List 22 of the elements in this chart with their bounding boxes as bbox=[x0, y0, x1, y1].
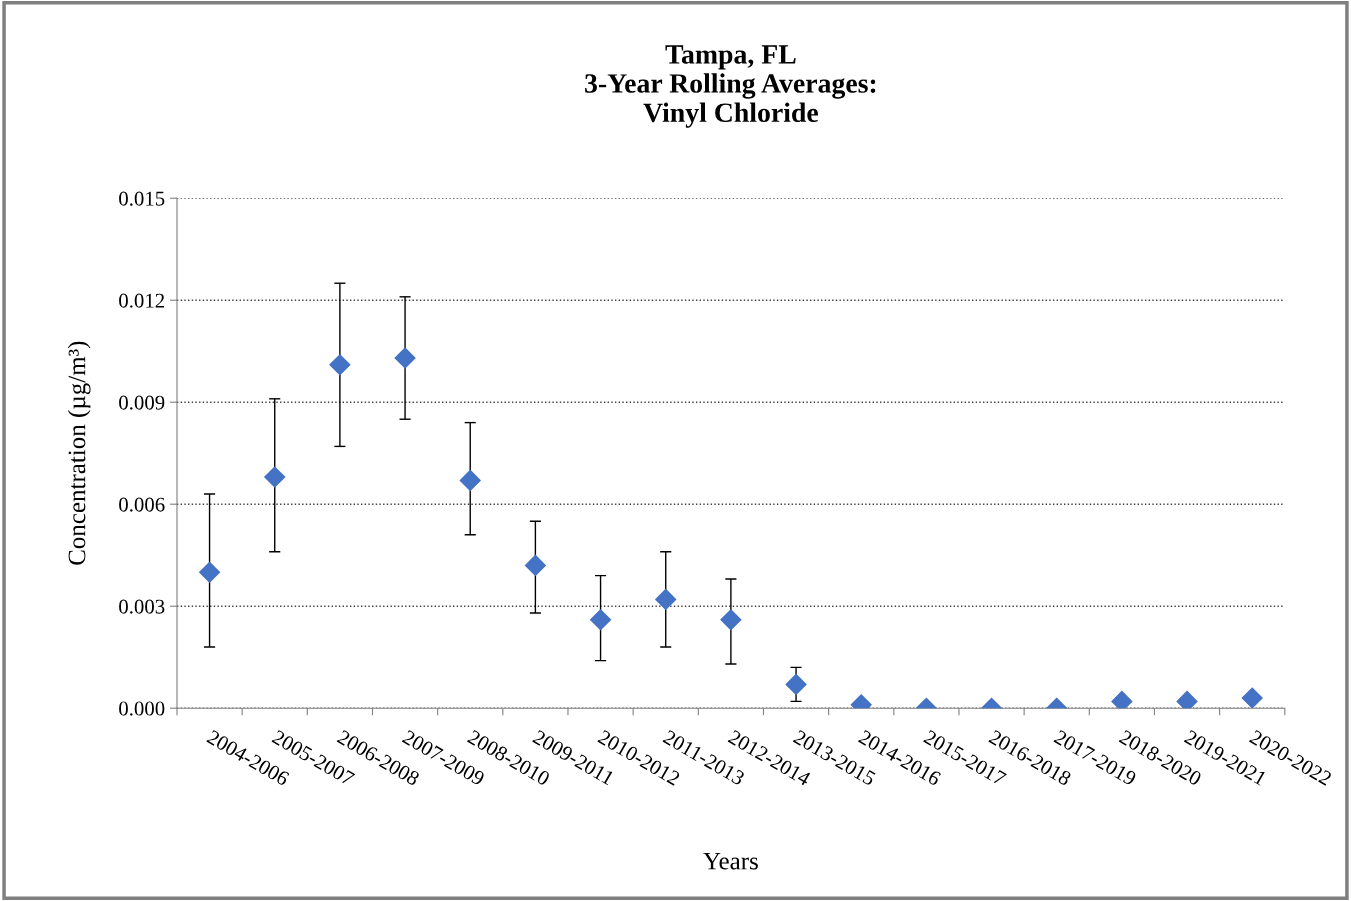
x-axis-title: Years bbox=[703, 852, 758, 870]
point bbox=[1241, 687, 1263, 709]
y-tick-label: 0.000 bbox=[119, 701, 165, 716]
point bbox=[785, 673, 807, 695]
point bbox=[1111, 690, 1133, 709]
point bbox=[655, 588, 677, 610]
y-tick-label: 0.009 bbox=[119, 395, 165, 410]
y-tick-label: 0.012 bbox=[119, 293, 165, 308]
point bbox=[524, 554, 546, 576]
point bbox=[1176, 690, 1198, 709]
y-tick-label: 0.015 bbox=[119, 191, 165, 206]
point bbox=[720, 609, 742, 631]
point bbox=[394, 347, 416, 369]
point bbox=[264, 466, 286, 488]
y-tick-label: 0.006 bbox=[119, 497, 165, 512]
chart-title: Tampa, FL 3-Year Rolling Averages: Vinyl Chloride bbox=[585, 45, 876, 128]
point bbox=[459, 469, 481, 491]
point bbox=[199, 561, 221, 583]
point bbox=[590, 609, 612, 631]
point bbox=[329, 354, 351, 376]
y-axis-title: Concentration (µg/m³) bbox=[67, 341, 91, 565]
y-tick-label: 0.003 bbox=[119, 599, 165, 614]
